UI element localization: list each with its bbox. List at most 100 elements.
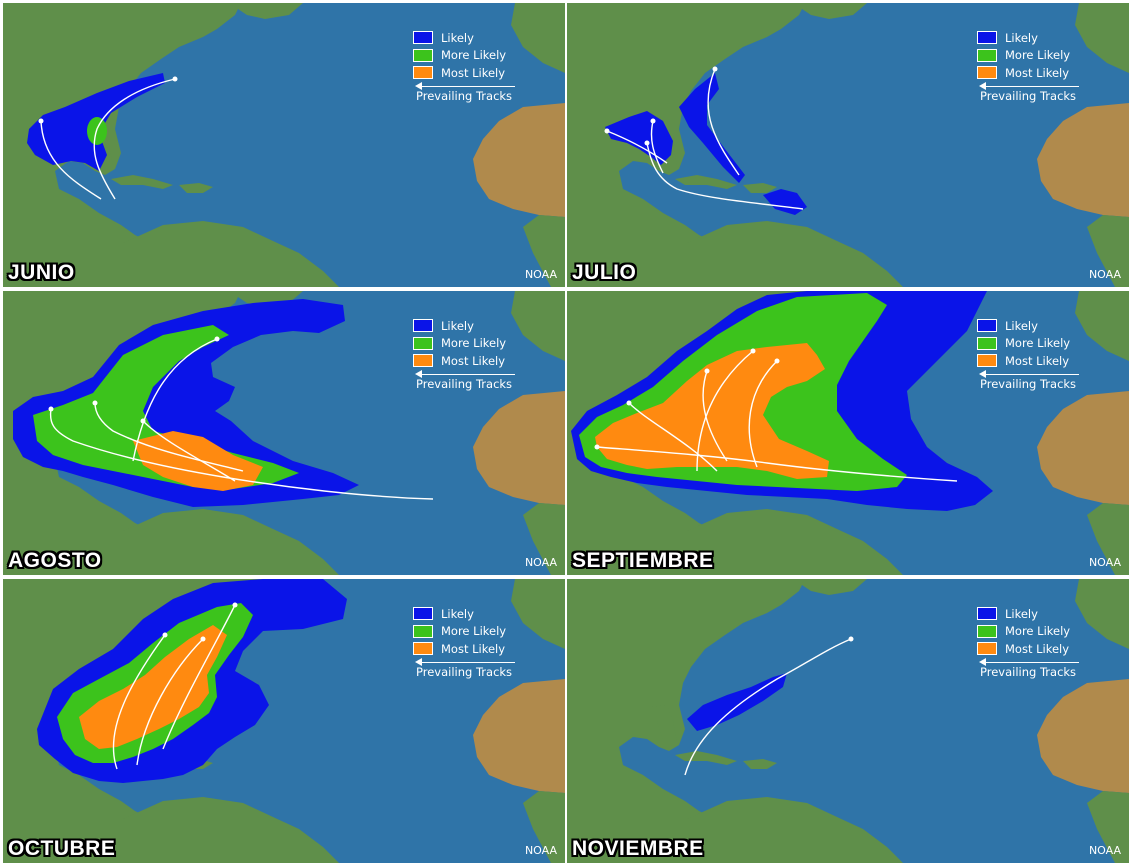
month-title-junio: JUNIO [8, 261, 75, 284]
africa-land [1037, 103, 1129, 217]
legend-item-prevailing-tracks: Prevailing Tracks [977, 369, 1087, 394]
prevailing-track [136, 638, 204, 766]
likely-swatch [413, 607, 433, 621]
prevailing-track [93, 78, 176, 200]
legend-label-prevailing: Prevailing Tracks [980, 664, 1077, 679]
prevailing-tracks [38, 76, 178, 200]
atlantic-basemap [567, 3, 1129, 287]
legend-label-prevailing: Prevailing Tracks [416, 664, 513, 679]
atlantic-basemap [3, 3, 565, 287]
likely-swatch [413, 31, 433, 45]
most-likely-swatch [977, 642, 997, 656]
africa-land [473, 679, 565, 793]
probability-zones [605, 73, 807, 215]
africa-land [1037, 679, 1129, 793]
month-title-octubre: OCTUBRE [8, 837, 116, 860]
legend-label-most-likely: Most Likely [441, 353, 506, 368]
prevailing-track [142, 420, 236, 482]
prevailing-track-line [983, 661, 1079, 663]
africa-vegetation [523, 503, 565, 575]
track-arrowhead-icon [38, 118, 44, 124]
europe-land [511, 3, 565, 73]
north-america-land [3, 291, 241, 575]
likely-swatch [977, 607, 997, 621]
prevailing-track [94, 402, 244, 472]
europe-land [1075, 3, 1129, 73]
south-america-land [687, 797, 903, 863]
africa-vegetation [1087, 503, 1129, 575]
florida-land [651, 705, 677, 749]
more-likely-swatch [977, 624, 997, 638]
atlantic-basemap [3, 291, 565, 575]
legend-label-prevailing: Prevailing Tracks [416, 376, 513, 391]
prevailing-track [596, 446, 958, 482]
likely-zone [605, 111, 673, 165]
month-panel-junio: Likely More Likely Most Likely Prevailin… [3, 3, 565, 287]
track-arrowhead-icon [162, 632, 168, 638]
month-panel-agosto: Likely More Likely Most Likely Prevailin… [3, 291, 565, 575]
africa-land [1037, 391, 1129, 505]
legend-item-most-likely: Most Likely [977, 64, 1087, 82]
greenland-land [229, 3, 303, 19]
month-title-agosto: AGOSTO [8, 549, 102, 572]
most-likely-swatch [977, 66, 997, 80]
north-america-land [567, 3, 805, 287]
track-arrowhead-icon [92, 400, 98, 406]
noaa-credit: NOAA [1088, 268, 1121, 281]
legend-item-more-likely: More Likely [413, 335, 523, 353]
likely-swatch [977, 319, 997, 333]
legend-label-most-likely: Most Likely [1005, 65, 1070, 80]
legend-label-most-likely: Most Likely [1005, 641, 1070, 656]
prevailing-track [696, 350, 754, 472]
prevailing-track-line [983, 85, 1079, 87]
most-likely-swatch [413, 354, 433, 368]
probability-zones [571, 291, 993, 511]
legend-item-prevailing-tracks: Prevailing Tracks [977, 657, 1087, 682]
most-likely-zone [79, 625, 227, 749]
legend-label-likely: Likely [1005, 318, 1038, 333]
legend-label-prevailing: Prevailing Tracks [980, 376, 1077, 391]
europe-land [511, 579, 565, 649]
legend-label-most-likely: Most Likely [1005, 353, 1070, 368]
legend-item-more-likely: More Likely [413, 47, 523, 65]
track-arrowhead-icon [140, 418, 146, 424]
legend-label-more-likely: More Likely [441, 48, 507, 63]
likely-swatch [977, 31, 997, 45]
arrow-left-icon [415, 81, 422, 90]
prevailing-track [49, 408, 434, 500]
prevailing-track [684, 638, 852, 776]
prevailing-tracks [112, 602, 238, 770]
track-arrowhead-icon [774, 358, 780, 364]
legend-item-most-likely: Most Likely [413, 64, 523, 82]
likely-swatch [413, 319, 433, 333]
legend-item-most-likely: Most Likely [413, 352, 523, 370]
cuba-land [675, 175, 737, 189]
track-arrowhead-icon [626, 400, 632, 406]
track-arrowhead-icon [594, 444, 600, 450]
legend: Likely More Likely Most Likely Prevailin… [413, 605, 523, 682]
legend-label-more-likely: More Likely [1005, 624, 1071, 639]
legend: Likely More Likely Most Likely Prevailin… [413, 29, 523, 106]
legend-label-more-likely: More Likely [441, 336, 507, 351]
prevailing-track [132, 338, 218, 462]
likely-zone [679, 73, 745, 183]
arrow-left-icon [979, 81, 986, 90]
legend-item-prevailing-tracks: Prevailing Tracks [413, 81, 523, 106]
legend-item-more-likely: More Likely [977, 47, 1087, 65]
north-america-land [3, 3, 241, 287]
prevailing-track-line [419, 85, 515, 87]
prevailing-tracks [594, 348, 958, 482]
track-arrowhead-icon [848, 636, 854, 642]
arrow-left-icon [979, 657, 986, 666]
more-likely-swatch [977, 48, 997, 62]
prevailing-tracks [48, 336, 434, 500]
legend-item-likely: Likely [413, 29, 523, 47]
arrow-left-icon [415, 657, 422, 666]
north-america-land [567, 579, 805, 863]
month-title-septiembre: SEPTIEMBRE [572, 549, 714, 572]
europe-land [511, 291, 565, 361]
prevailing-track [40, 120, 102, 200]
legend-label-prevailing: Prevailing Tracks [416, 88, 513, 103]
track-arrowhead-icon [48, 406, 54, 412]
